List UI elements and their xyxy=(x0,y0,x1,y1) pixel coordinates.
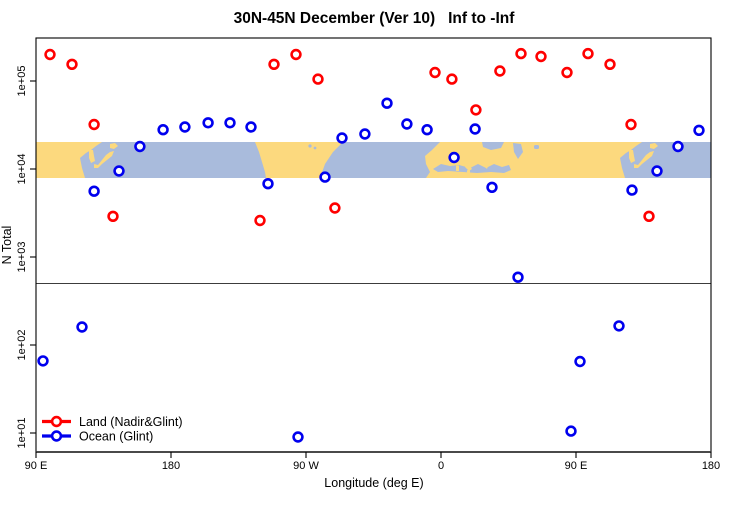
data-point xyxy=(359,128,371,140)
data-point xyxy=(224,117,236,129)
x-tick-label: 90 E xyxy=(25,460,48,472)
data-point xyxy=(515,47,527,60)
land-sardinia xyxy=(456,165,459,171)
data-point xyxy=(574,355,586,368)
data-point xyxy=(290,48,302,61)
data-point xyxy=(134,140,146,153)
great-lake-icon xyxy=(308,144,312,148)
data-point xyxy=(494,65,506,77)
data-point xyxy=(88,118,100,131)
ocean-mediterranean xyxy=(433,164,511,173)
data-point xyxy=(268,58,280,71)
ocean-caspian-sea xyxy=(513,143,523,159)
ocean-black-sea xyxy=(482,142,504,150)
data-point xyxy=(88,185,100,197)
data-point xyxy=(561,66,573,79)
data-point xyxy=(604,58,616,71)
land-greece xyxy=(484,162,489,169)
data-point xyxy=(107,210,119,223)
data-point xyxy=(312,73,324,85)
chart-title: 30N-45N December (Ver 10) Inf to -Inf xyxy=(234,10,516,27)
x-tick-label: 90 W xyxy=(293,460,319,472)
y-tick-label: 1e+05 xyxy=(16,66,28,97)
data-point xyxy=(66,58,78,71)
land-italy xyxy=(464,162,472,171)
ocean-pacific-west xyxy=(80,142,266,178)
x-tick-label: 90 E xyxy=(565,460,588,472)
data-point xyxy=(582,47,594,60)
data-point xyxy=(292,431,304,443)
data-point xyxy=(329,202,341,214)
legend-symbol-circle xyxy=(50,430,63,442)
data-point xyxy=(672,140,684,153)
y-tick-label: 1e+03 xyxy=(16,242,28,273)
series-land xyxy=(44,47,655,227)
x-axis: 90 E 180 90 W 0 90 E 180 xyxy=(25,452,720,472)
legend-symbol-circle xyxy=(50,415,63,428)
data-point xyxy=(179,121,191,133)
y-axis: 1e+05 1e+04 1e+03 1e+02 1e+01 xyxy=(16,66,36,449)
y-tick-label: 1e+02 xyxy=(16,330,28,361)
data-point xyxy=(421,123,433,136)
y-tick-label: 1e+01 xyxy=(16,418,28,449)
data-point xyxy=(651,165,663,177)
data-point xyxy=(626,184,638,196)
data-point xyxy=(401,118,413,130)
data-point xyxy=(76,321,88,333)
land-japan-hokkaido-wrap xyxy=(650,143,658,149)
data-point xyxy=(262,178,274,190)
x-tick-label: 180 xyxy=(162,460,180,472)
data-point xyxy=(470,104,482,116)
data-point xyxy=(565,425,577,437)
data-point xyxy=(113,165,125,177)
series-ocean xyxy=(37,97,705,443)
great-lake-icon xyxy=(313,146,317,150)
land-korea-wrap xyxy=(629,150,635,163)
data-point xyxy=(448,151,460,164)
x-axis-title: Longitude (deg E) xyxy=(324,476,423,490)
data-point xyxy=(613,320,625,332)
data-point xyxy=(643,210,655,223)
y-axis-title: N Total xyxy=(0,226,14,265)
data-point xyxy=(446,73,458,85)
data-point xyxy=(512,271,524,283)
data-point xyxy=(319,171,331,183)
land-japan-honshu xyxy=(94,151,114,168)
data-point xyxy=(336,132,348,144)
y-tick-label: 1e+04 xyxy=(16,154,28,185)
data-point xyxy=(429,66,441,79)
data-point xyxy=(157,123,169,136)
land-japan-honshu-wrap xyxy=(634,151,654,168)
ocean-pacific-east xyxy=(620,142,711,178)
map-band xyxy=(36,142,711,178)
legend-label: Land (Nadir&Glint) xyxy=(79,415,183,429)
ocean-atlantic xyxy=(320,142,440,178)
ocean-aral-sea xyxy=(534,145,539,149)
land-korea xyxy=(89,150,95,163)
data-point xyxy=(245,121,257,133)
legend: Land (Nadir&Glint)Ocean (Glint) xyxy=(42,415,183,444)
data-point xyxy=(44,48,56,61)
data-point xyxy=(381,97,393,109)
plot-box xyxy=(35,37,712,453)
land-sicily xyxy=(466,169,471,174)
data-point xyxy=(693,124,705,137)
data-point xyxy=(37,355,49,367)
data-point xyxy=(625,118,637,131)
x-tick-label: 0 xyxy=(438,460,444,472)
data-point xyxy=(202,117,214,129)
data-point xyxy=(535,50,547,63)
data-point xyxy=(486,181,498,194)
data-point xyxy=(469,123,481,135)
land-japan-hokkaido xyxy=(110,143,118,149)
x-tick-label: 180 xyxy=(702,460,720,472)
data-point xyxy=(254,214,266,227)
legend-label: Ocean (Glint) xyxy=(79,430,153,444)
